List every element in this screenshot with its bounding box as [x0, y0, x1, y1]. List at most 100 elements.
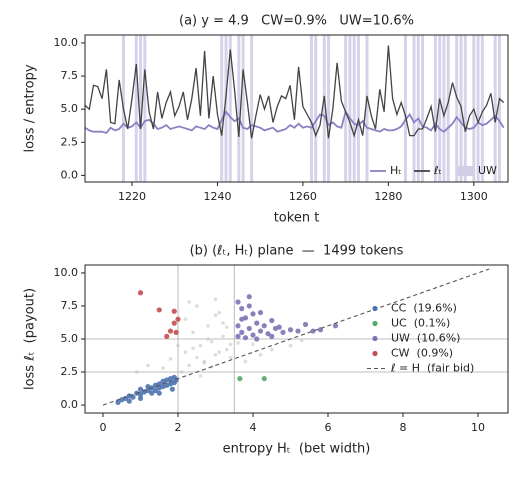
scatter-point — [161, 366, 165, 370]
scatter-point — [167, 328, 174, 334]
scatter-point — [269, 317, 275, 324]
uw-span — [250, 35, 254, 182]
y-tick-label: 10.0 — [54, 36, 79, 49]
x-tick-label: 10 — [471, 421, 485, 434]
legend-label: Hₜ — [390, 164, 402, 177]
legend-label: UW — [478, 164, 497, 177]
scatter-point — [206, 337, 210, 341]
y-tick-label: 2.5 — [61, 365, 79, 378]
scatter-point — [137, 395, 144, 402]
scatter-point — [194, 304, 199, 308]
scatter-point — [224, 325, 229, 329]
x-axis-label: entropy Hₜ (bet width) — [223, 442, 371, 457]
x-tick-label: 4 — [250, 421, 257, 434]
y-tick-label: 7.5 — [61, 69, 79, 82]
uw-span — [228, 35, 232, 182]
uw-span — [438, 35, 442, 182]
uw-span — [134, 35, 138, 182]
uw-span — [139, 35, 143, 182]
plot-frame — [84, 34, 509, 183]
scatter-point — [239, 329, 245, 335]
uw-span — [442, 35, 446, 182]
scatter-point — [137, 391, 144, 398]
x-tick-label: 1220 — [118, 190, 146, 203]
uw-span — [365, 35, 369, 182]
scatter-point — [257, 328, 264, 334]
scatter-point — [237, 376, 243, 382]
scatter-point — [168, 357, 173, 361]
uw-span — [421, 35, 425, 182]
x-tick-label: 1240 — [203, 190, 231, 203]
x-tick-label: 1300 — [460, 190, 488, 203]
scatter-point — [236, 341, 240, 345]
legend-swatch — [458, 166, 474, 176]
scatter-point — [224, 347, 229, 352]
legend-label: ℓₜ — [433, 164, 442, 177]
scatter-point — [254, 320, 260, 326]
scatter-point — [246, 294, 252, 300]
scatter-point — [221, 321, 225, 325]
y-tick-label: 0.0 — [61, 398, 79, 411]
scatter-point — [288, 343, 293, 348]
scatter-point — [257, 309, 264, 316]
scatter-point — [149, 390, 155, 396]
uw-span — [344, 35, 348, 182]
scatter-point — [209, 339, 214, 344]
uw-span — [314, 35, 318, 182]
x-axis-label: token t — [274, 211, 320, 226]
scatter-point — [269, 347, 274, 352]
scatter-point — [146, 363, 150, 368]
uw-span — [497, 35, 501, 182]
uw-span — [309, 35, 313, 182]
series-line — [85, 45, 505, 139]
plot-area — [85, 265, 508, 413]
scatter-point — [239, 316, 245, 322]
uw-span — [433, 35, 437, 182]
uw-span — [143, 35, 147, 182]
scatter-point — [171, 320, 177, 326]
scatter-point — [265, 331, 271, 337]
y-tick-label: 2.5 — [61, 135, 79, 148]
scatter-point — [206, 323, 210, 328]
scatter-point — [173, 329, 179, 335]
scatter-point — [254, 336, 260, 342]
y-axis-label: loss / entropy — [23, 64, 38, 152]
scatter-point — [187, 363, 192, 368]
chart-title: (b) (ℓₜ, Hₜ) plane — 1499 tokens — [190, 244, 404, 259]
plot-frame — [84, 264, 509, 414]
uw-span — [322, 35, 326, 182]
legend-label: CW (0.9%) — [391, 347, 453, 360]
x-tick-label: 8 — [400, 421, 407, 434]
scatter-point — [246, 325, 252, 332]
scatter-point — [130, 394, 136, 400]
uw-span — [463, 35, 467, 182]
scatter-point — [198, 374, 203, 378]
uw-span — [455, 35, 459, 182]
scatter-point — [235, 323, 241, 329]
scatter-point — [176, 343, 180, 348]
legend-label: CC (19.6%) — [391, 302, 457, 315]
uw-span — [237, 35, 241, 182]
scatter-point — [239, 306, 245, 312]
scatter-point — [221, 334, 225, 339]
scatter-point — [276, 324, 282, 330]
uw-span — [412, 35, 416, 182]
legend-label: UC (0.1%) — [391, 317, 450, 330]
scatter-point — [213, 353, 218, 357]
y-tick-label: 5.0 — [61, 332, 79, 345]
scatter-point — [191, 330, 195, 335]
scatter-point — [242, 335, 249, 341]
scatter-point — [213, 297, 218, 302]
scatter-point — [295, 328, 301, 334]
scatter-point — [228, 355, 233, 360]
plot-area — [85, 35, 505, 182]
scatter-point — [243, 359, 248, 364]
scatter-point — [175, 316, 181, 322]
scatter-point — [156, 307, 162, 313]
scatter-point — [137, 290, 144, 296]
uw-span — [356, 35, 360, 182]
scatter-point — [179, 370, 184, 374]
uw-span — [220, 35, 224, 182]
scatter-point — [152, 387, 159, 394]
